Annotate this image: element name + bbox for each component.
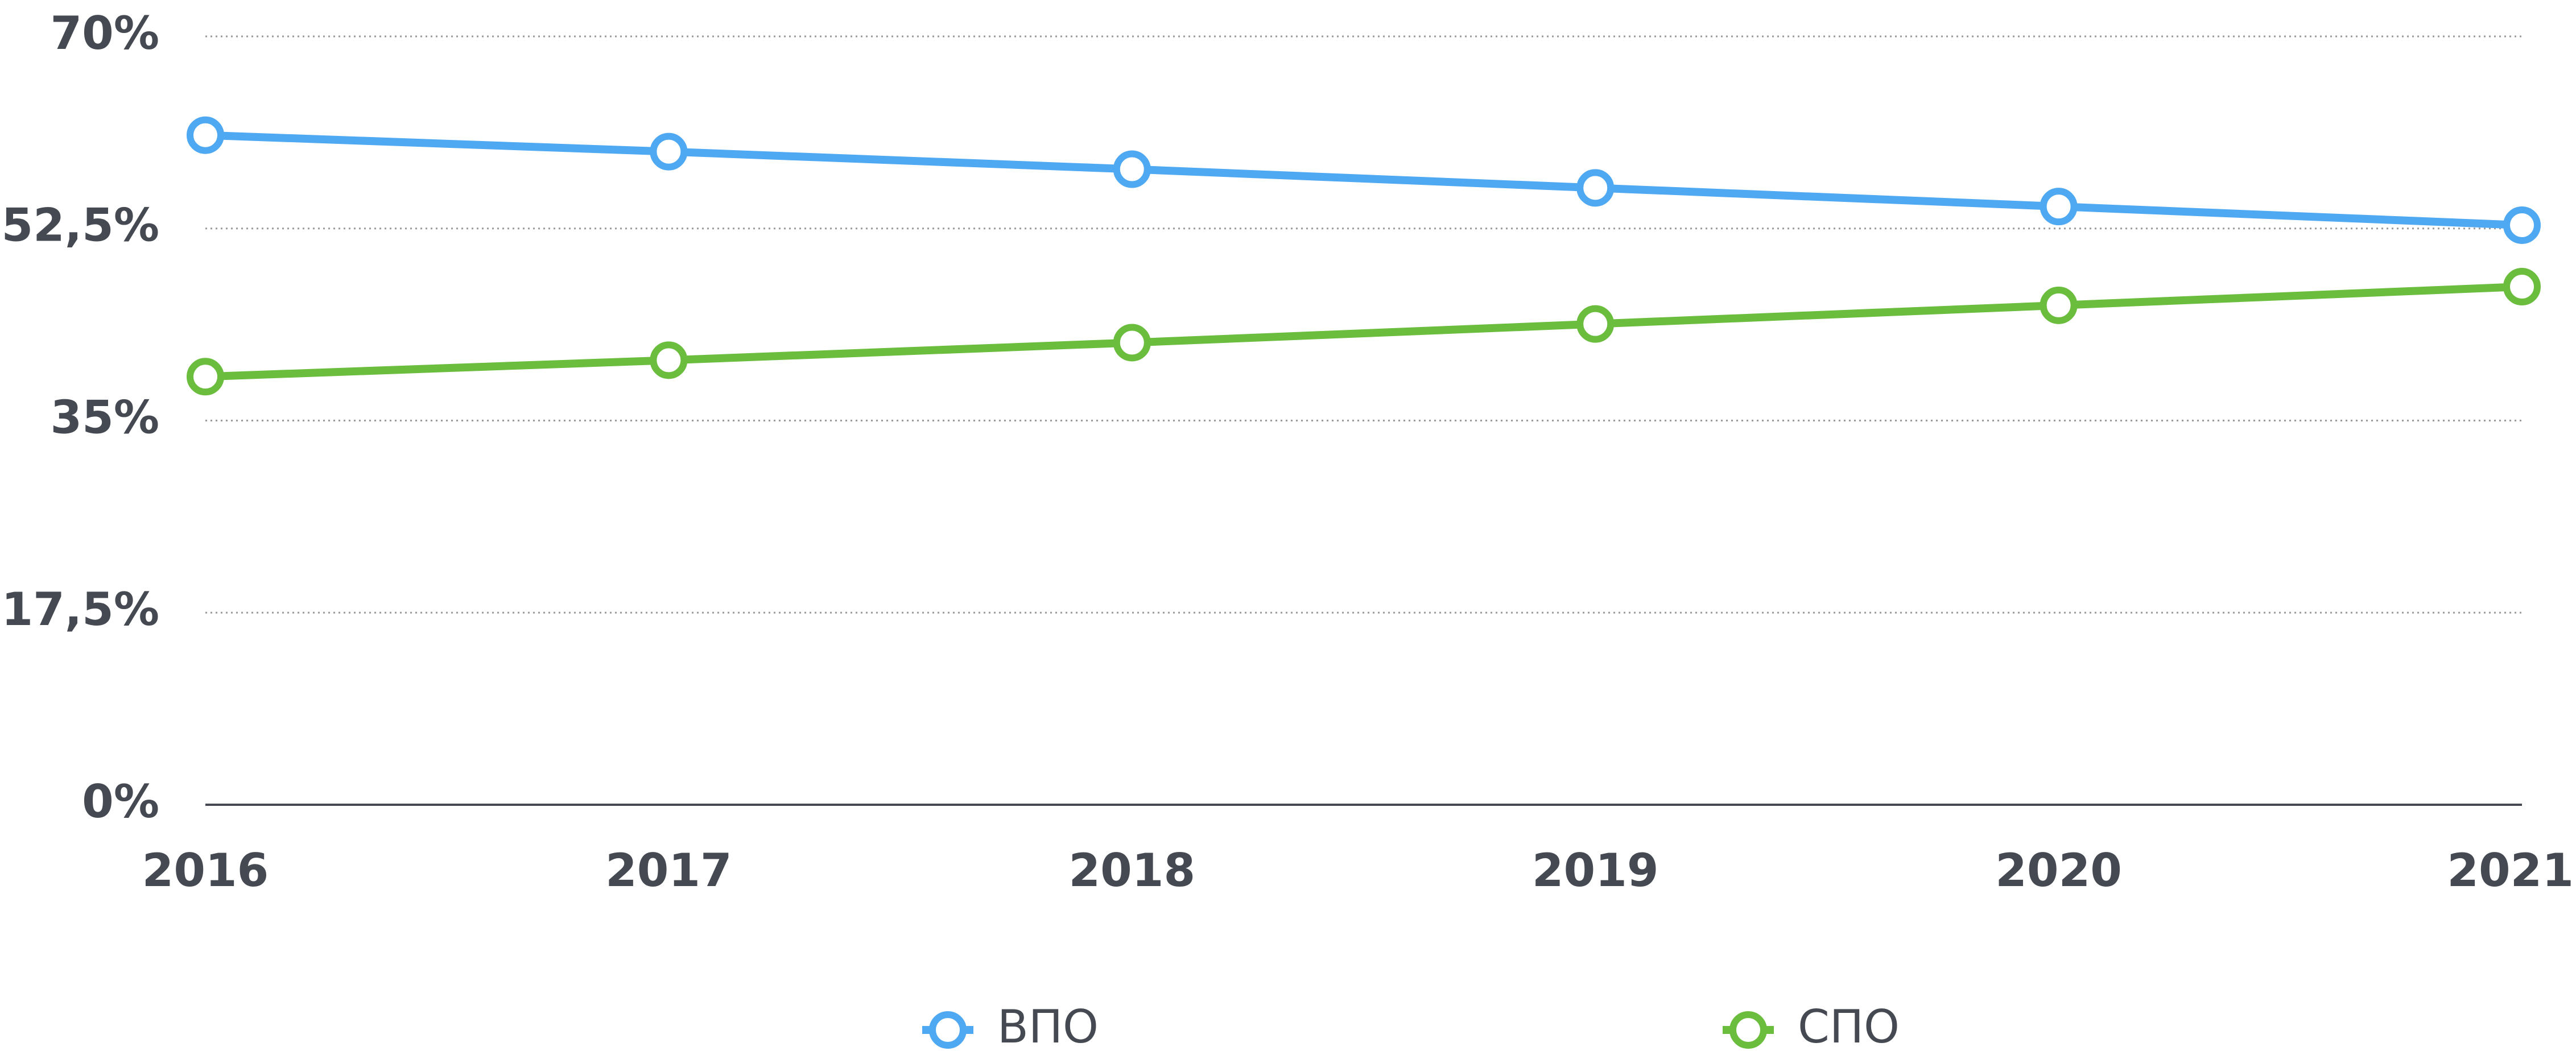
point (190, 120, 221, 151)
line (205, 287, 2522, 376)
legend-label: ВПО (997, 1000, 1099, 1051)
x-tick-label: 2021 (2447, 844, 2574, 897)
point (653, 345, 684, 375)
point (1580, 172, 1611, 203)
legend-marker (932, 1015, 963, 1045)
line (205, 135, 2522, 225)
point (1117, 327, 1147, 358)
x-tick-label: 2016 (142, 844, 269, 897)
point (2507, 210, 2537, 241)
point (1580, 309, 1611, 340)
point (1117, 154, 1147, 185)
y-tick-label: 52,5% (1, 199, 159, 252)
x-tick-label: 2018 (1068, 844, 1195, 897)
y-tick-label: 0% (82, 775, 159, 828)
point (2044, 191, 2074, 222)
point (653, 136, 684, 167)
point (190, 361, 221, 392)
point (2044, 290, 2074, 321)
legend-marker (1733, 1015, 1764, 1045)
y-tick-label: 70% (51, 7, 159, 60)
x-tick-label: 2017 (605, 844, 732, 897)
legend-label: СПО (1798, 1000, 1900, 1051)
y-tick-label: 35% (51, 391, 159, 444)
y-tick-label: 17,5% (1, 583, 159, 636)
point (2507, 271, 2537, 302)
x-tick-label: 2019 (1532, 844, 1659, 897)
x-tick-label: 2020 (1995, 844, 2122, 897)
chart: 0% 17,5% 35% 52,5% 70% 2016 2017 2018 2019 2020 20… (0, 0, 2576, 1051)
